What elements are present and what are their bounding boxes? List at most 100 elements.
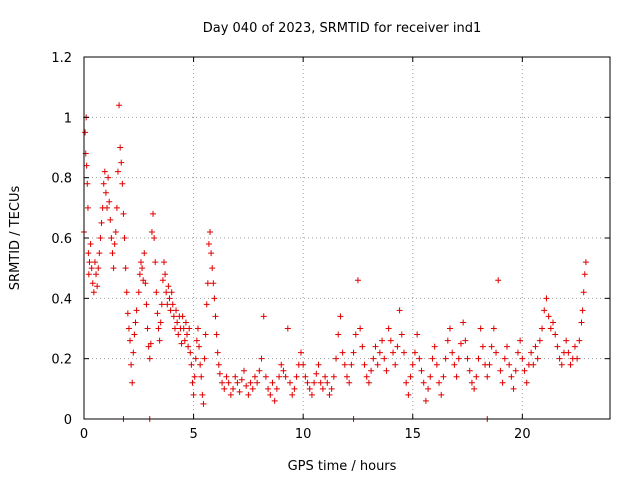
data-point bbox=[394, 343, 401, 350]
data-point bbox=[145, 343, 152, 350]
data-point bbox=[582, 259, 589, 266]
data-point bbox=[179, 313, 186, 320]
data-point bbox=[207, 228, 214, 235]
data-point bbox=[392, 361, 399, 368]
data-point bbox=[155, 325, 162, 332]
data-point bbox=[578, 319, 585, 326]
data-point bbox=[411, 349, 418, 356]
data-point bbox=[124, 310, 131, 317]
data-point bbox=[148, 228, 155, 235]
data-point bbox=[190, 391, 197, 398]
data-point bbox=[471, 385, 478, 392]
data-point bbox=[104, 204, 111, 211]
y-tick-label: 0.4 bbox=[51, 292, 72, 307]
data-point bbox=[247, 379, 254, 386]
data-point bbox=[282, 373, 289, 380]
data-point bbox=[94, 283, 101, 290]
data-point bbox=[550, 319, 557, 326]
data-point bbox=[374, 361, 381, 368]
data-point bbox=[209, 265, 216, 272]
data-point bbox=[499, 379, 506, 386]
data-point bbox=[178, 340, 185, 347]
data-point bbox=[484, 373, 491, 380]
data-point bbox=[574, 355, 581, 362]
data-point bbox=[251, 373, 258, 380]
data-point bbox=[416, 355, 423, 362]
data-point bbox=[523, 379, 530, 386]
data-point bbox=[186, 325, 193, 332]
data-point bbox=[521, 367, 528, 374]
data-point bbox=[158, 301, 165, 308]
data-point bbox=[262, 373, 269, 380]
data-point bbox=[83, 162, 90, 169]
data-point bbox=[193, 337, 200, 344]
data-point bbox=[324, 379, 331, 386]
data-point bbox=[163, 289, 170, 296]
x-tick-label: 15 bbox=[404, 427, 421, 442]
data-point bbox=[346, 379, 353, 386]
grid bbox=[84, 57, 610, 419]
y-tick-label: 1 bbox=[64, 111, 72, 126]
data-point bbox=[111, 241, 118, 248]
data-point bbox=[308, 391, 315, 398]
data-point bbox=[160, 259, 167, 266]
data-points bbox=[81, 102, 589, 422]
data-point bbox=[171, 325, 178, 332]
data-point bbox=[385, 325, 392, 332]
data-point bbox=[219, 379, 226, 386]
data-point bbox=[132, 319, 139, 326]
data-point bbox=[571, 343, 578, 350]
data-point bbox=[227, 391, 234, 398]
data-point bbox=[93, 271, 100, 278]
data-point bbox=[506, 361, 513, 368]
data-point bbox=[170, 313, 177, 320]
data-point bbox=[188, 361, 195, 368]
y-tick-label: 0.6 bbox=[51, 232, 72, 247]
data-point bbox=[269, 379, 276, 386]
data-point bbox=[162, 271, 169, 278]
data-point bbox=[339, 349, 346, 356]
data-point bbox=[230, 385, 237, 392]
data-point bbox=[131, 331, 138, 338]
data-point bbox=[135, 289, 142, 296]
data-point bbox=[159, 277, 166, 284]
data-point bbox=[166, 295, 173, 302]
data-point bbox=[462, 337, 469, 344]
data-point bbox=[153, 289, 160, 296]
data-point bbox=[457, 340, 464, 347]
y-axis-label: SRMTID / TECUs bbox=[8, 186, 23, 291]
data-point bbox=[433, 361, 440, 368]
data-point bbox=[477, 325, 484, 332]
data-point bbox=[289, 391, 296, 398]
data-point bbox=[102, 189, 109, 196]
data-point bbox=[189, 379, 196, 386]
data-point bbox=[202, 331, 209, 338]
data-point bbox=[490, 325, 497, 332]
data-point bbox=[488, 343, 495, 350]
data-point bbox=[197, 361, 204, 368]
data-point bbox=[89, 280, 96, 287]
data-point bbox=[119, 180, 126, 187]
data-point bbox=[372, 343, 379, 350]
ticks: 0 5 10 15 20 0 0.2 0.4 0.6 0.8 1 1.2 bbox=[51, 51, 610, 442]
data-point bbox=[106, 198, 113, 205]
data-point bbox=[280, 367, 287, 374]
data-point bbox=[156, 337, 163, 344]
data-point bbox=[150, 210, 157, 217]
data-point bbox=[425, 385, 432, 392]
data-point bbox=[581, 271, 588, 278]
data-point bbox=[113, 204, 120, 211]
data-point bbox=[556, 355, 563, 362]
data-point bbox=[141, 250, 148, 257]
data-point bbox=[256, 367, 263, 374]
data-point bbox=[180, 325, 187, 332]
data-point bbox=[174, 319, 181, 326]
data-point bbox=[552, 331, 559, 338]
data-point bbox=[359, 343, 366, 350]
data-point bbox=[105, 174, 112, 181]
data-point bbox=[185, 343, 192, 350]
data-point bbox=[440, 373, 447, 380]
data-point bbox=[306, 385, 313, 392]
data-point bbox=[455, 355, 462, 362]
data-point bbox=[267, 391, 274, 398]
